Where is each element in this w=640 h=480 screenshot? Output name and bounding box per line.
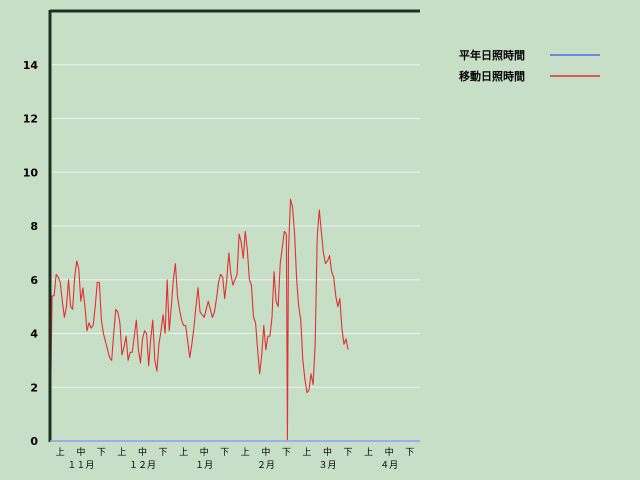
x-decade-label: 中 xyxy=(200,446,209,458)
y-tick-label: 2 xyxy=(30,381,38,394)
x-decade-label: 中 xyxy=(261,446,270,458)
x-decade-label: 中 xyxy=(323,446,332,458)
y-tick-label: 6 xyxy=(30,274,38,287)
x-month-label: ４月 xyxy=(380,460,398,471)
x-month-label: １月 xyxy=(195,460,213,471)
series-layer xyxy=(49,198,420,442)
x-decade-label: 中 xyxy=(385,446,394,458)
x-decade-label: 下 xyxy=(159,448,168,458)
x-decade-label: 下 xyxy=(220,448,229,458)
x-decade-label: 上 xyxy=(302,447,311,458)
y-tick-label: 8 xyxy=(30,220,38,233)
x-decade-label: 上 xyxy=(179,447,188,458)
y-tick-label: 0 xyxy=(30,435,38,448)
x-month-labels: １１月 １２月 １月 ２月 ３月 ４月 xyxy=(67,460,398,471)
x-decade-label: 下 xyxy=(282,448,291,458)
series-line-1 xyxy=(49,198,349,442)
x-decade-label: 下 xyxy=(344,448,353,458)
x-month-label: １１月 xyxy=(67,460,94,471)
x-month-label: ２月 xyxy=(257,460,275,471)
x-decade-label: 中 xyxy=(76,446,85,458)
y-tick-label: 4 xyxy=(30,328,38,341)
x-month-label: １２月 xyxy=(129,460,156,471)
y-tick-labels: 0 2 4 6 8 10 12 14 xyxy=(23,59,39,448)
legend-label: 平年日照時間 xyxy=(459,48,525,62)
y-tick-label: 14 xyxy=(23,59,39,72)
x-decade-label: 上 xyxy=(56,447,65,458)
x-decade-label: 上 xyxy=(117,447,126,458)
legend-label: 移動日照時間 xyxy=(459,69,525,83)
x-decade-label: 上 xyxy=(364,447,373,458)
x-month-label: ３月 xyxy=(318,460,336,471)
y-tick-label: 10 xyxy=(23,166,39,179)
x-decade-label: 上 xyxy=(241,447,250,458)
x-decade-label: 中 xyxy=(138,446,147,458)
gridlines xyxy=(50,64,420,388)
y-tick-label: 12 xyxy=(23,113,38,126)
x-decade-label: 下 xyxy=(97,448,106,458)
x-decade-label: 下 xyxy=(405,448,414,458)
x-decade-labels: 上中下上中下上中下上中下上中下上中下 xyxy=(56,446,414,458)
